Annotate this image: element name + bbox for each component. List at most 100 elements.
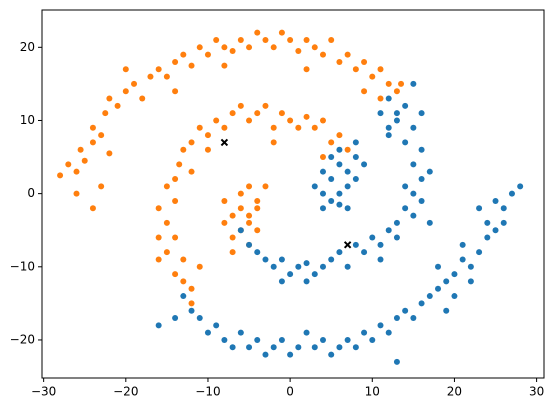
scatter-point <box>385 329 392 336</box>
scatter-point <box>377 66 384 73</box>
scatter-point <box>270 44 277 51</box>
scatter-point <box>89 124 96 131</box>
y-tick-label: 0 <box>27 186 35 200</box>
scatter-point <box>114 102 121 109</box>
scatter-point <box>443 278 450 285</box>
scatter-point <box>163 183 170 190</box>
centroid-marker <box>220 138 229 147</box>
scatter-point <box>418 176 425 183</box>
scatter-point <box>500 205 507 212</box>
scatter-point <box>336 132 343 139</box>
scatter-point <box>344 263 351 270</box>
scatter-point <box>328 36 335 43</box>
scatter-point <box>295 263 302 270</box>
scatter-point <box>418 197 425 204</box>
scatter-point <box>176 161 183 168</box>
scatter-point <box>270 263 277 270</box>
scatter-point <box>418 300 425 307</box>
scatter-point <box>361 58 368 65</box>
x-tick-label: 20 <box>447 385 462 399</box>
scatter-point <box>410 124 417 131</box>
scatter-point <box>295 124 302 131</box>
scatter-point <box>287 117 294 124</box>
scatter-point <box>229 234 236 241</box>
scatter-point <box>344 205 351 212</box>
scatter-point <box>393 110 400 117</box>
scatter-point <box>262 351 269 358</box>
scatter-point <box>180 278 187 285</box>
scatter-point <box>188 62 195 69</box>
x-tick-label: −10 <box>195 385 220 399</box>
scatter-point <box>426 168 433 175</box>
scatter-point <box>311 44 318 51</box>
scatter-point <box>328 176 335 183</box>
x-tick-label: 10 <box>365 385 380 399</box>
scatter-point <box>467 263 474 270</box>
scatter-point <box>155 205 162 212</box>
x-tick-label: −30 <box>31 385 56 399</box>
scatter-point <box>410 80 417 87</box>
scatter-point <box>319 154 326 161</box>
scatter-point <box>287 351 294 358</box>
scatter-point <box>451 271 458 278</box>
scatter-point <box>237 329 244 336</box>
scatter-point <box>344 146 351 153</box>
scatter-point <box>172 58 179 65</box>
scatter-point <box>147 73 154 80</box>
scatter-point <box>131 80 138 87</box>
scatter-point <box>196 263 203 270</box>
scatter-point <box>89 139 96 146</box>
scatter-point <box>328 256 335 263</box>
scatter-point <box>188 139 195 146</box>
scatter-point <box>361 329 368 336</box>
scatter-point <box>311 124 318 131</box>
scatter-point <box>106 95 113 102</box>
scatter-point <box>246 117 253 124</box>
scatter-point <box>484 219 491 226</box>
scatter-point <box>410 190 417 197</box>
scatter-point <box>221 197 228 204</box>
scatter-point <box>508 190 515 197</box>
scatter-point <box>336 249 343 256</box>
scatter-point <box>237 227 244 234</box>
scatter-point <box>336 161 343 168</box>
scatter-point <box>246 344 253 351</box>
scatter-point <box>204 146 211 153</box>
scatter-point <box>410 212 417 219</box>
scatter-point <box>262 256 269 263</box>
scatter-point <box>336 190 343 197</box>
scatter-point <box>443 307 450 314</box>
scatter-point <box>221 44 228 51</box>
scatter-point <box>319 263 326 270</box>
scatter-point <box>196 315 203 322</box>
scatter-point <box>278 110 285 117</box>
scatter-point <box>476 205 483 212</box>
scatter-point <box>98 183 105 190</box>
scatter-point <box>344 336 351 343</box>
scatter-point <box>229 47 236 54</box>
scatter-point <box>336 58 343 65</box>
scatter-point <box>196 124 203 131</box>
scatter-point <box>221 62 228 69</box>
scatter-point <box>393 315 400 322</box>
scatter-point <box>188 168 195 175</box>
scatter-point <box>180 146 187 153</box>
scatter-point <box>402 139 409 146</box>
scatter-point <box>369 234 376 241</box>
scatter-point <box>188 307 195 314</box>
x-tick-label: 30 <box>529 385 544 399</box>
scatter-point <box>204 329 211 336</box>
scatter-point <box>393 88 400 95</box>
scatter-point <box>311 183 318 190</box>
scatter-point <box>172 315 179 322</box>
scatter-point <box>254 29 261 36</box>
scatter-point <box>319 190 326 197</box>
scatter-point <box>328 197 335 204</box>
scatter-point <box>319 168 326 175</box>
scatter-point <box>237 102 244 109</box>
scatter-point <box>246 212 253 219</box>
scatter-point <box>155 256 162 263</box>
scatter-point <box>402 102 409 109</box>
scatter-point <box>246 219 253 226</box>
y-tick-label: −10 <box>10 259 35 273</box>
